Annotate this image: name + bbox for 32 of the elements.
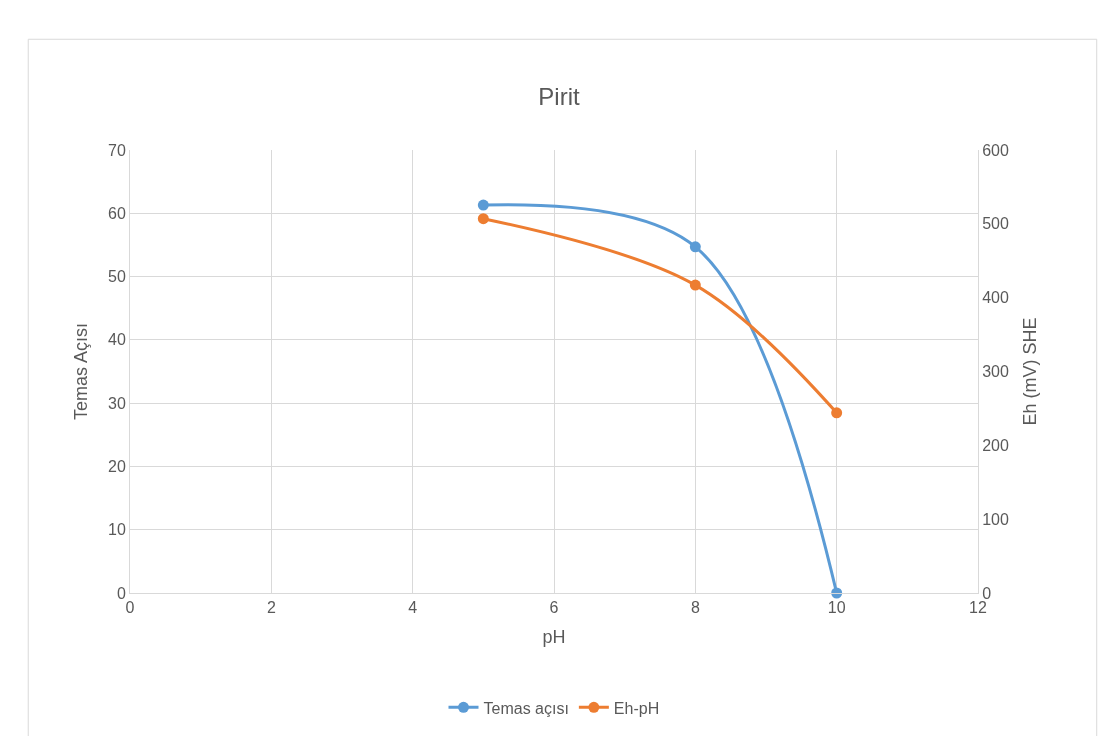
y2-tick-label: 500 [982,215,1009,233]
point [831,407,843,419]
y-tick-label: 60 [108,204,126,222]
point [689,279,701,291]
legend-label: Eh-pH [613,699,660,717]
point [689,241,701,253]
x-tick-label: 4 [408,599,418,617]
x-tick-label: 12 [969,599,987,617]
y-tick-label: 70 [108,141,126,159]
y-tick-label: 30 [108,394,126,412]
x-axis-title: pH [542,627,566,648]
y-tick-label: 40 [108,331,126,349]
x-tick-label: 8 [690,599,700,617]
legend-label: Temas açısı [483,699,569,717]
x-tick-label: 10 [827,599,846,617]
y-tick-label: 0 [116,584,126,602]
y2-tick-label: 600 [982,141,1009,159]
y-tick-label: 10 [108,521,126,539]
y-tick-label: 20 [108,458,126,476]
point [477,213,489,225]
point [477,199,489,211]
y-tick-label: 50 [108,268,126,286]
y-axis-title: Temas Açısı [71,322,92,421]
y2-tick-label: 300 [982,363,1009,381]
y2-tick-label: 0 [982,584,992,602]
x-tick-label: 2 [266,599,276,617]
chart-title: Pirit [538,83,580,111]
y2-axis-title: Eh (mV) SHE [1020,317,1041,426]
y2-tick-label: 400 [982,289,1009,307]
y2-tick-label: 200 [982,436,1009,454]
y2-tick-label: 100 [982,510,1009,528]
x-tick-label: 6 [549,599,559,617]
